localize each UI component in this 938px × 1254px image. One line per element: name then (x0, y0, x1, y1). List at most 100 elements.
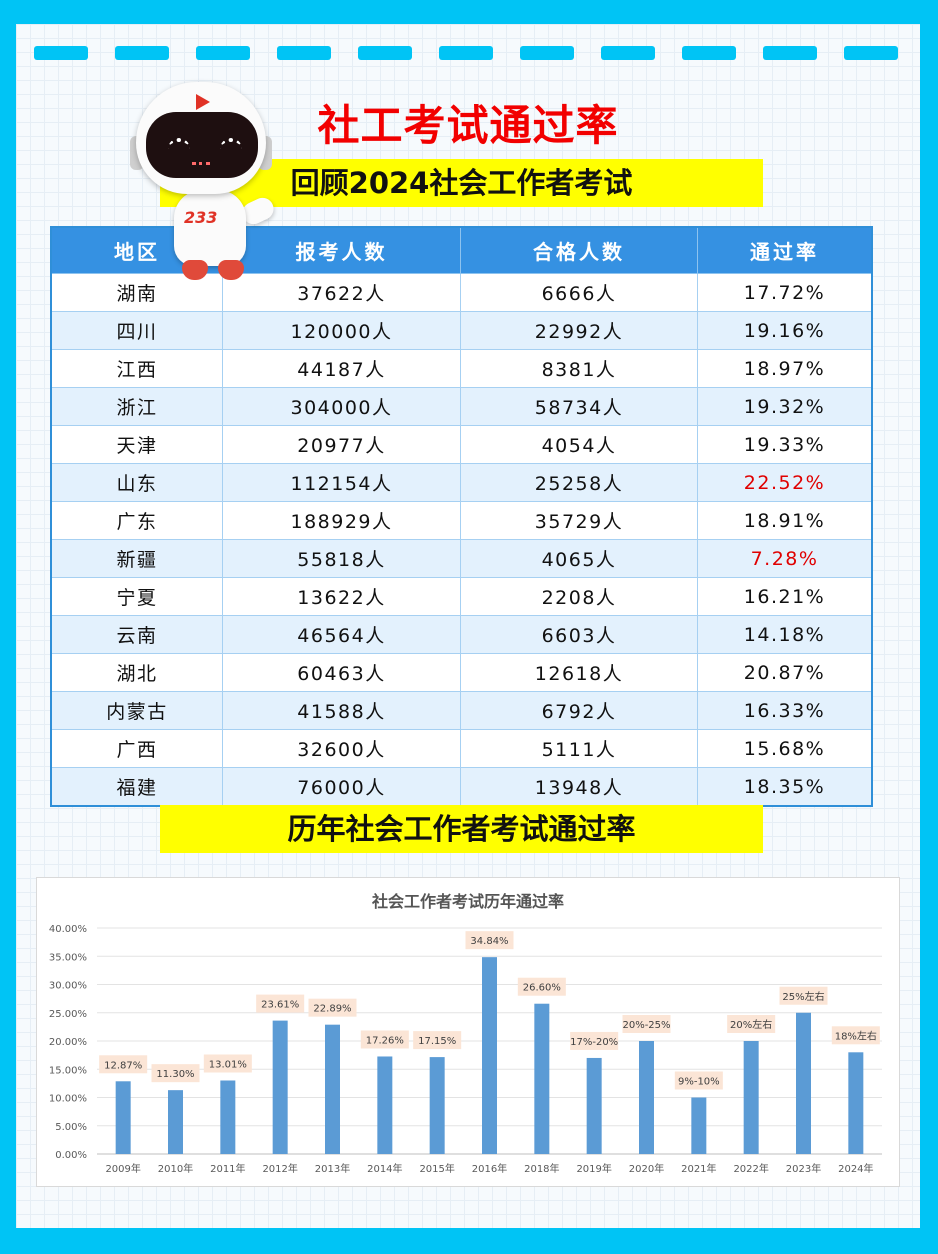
table-row: 内蒙古 41588人 6792人 16.33% (50, 691, 873, 730)
cell-applicants: 60463人 (222, 653, 461, 692)
cell-passed: 35729人 (460, 501, 698, 540)
x-tick-label: 2016年 (472, 1162, 507, 1175)
cell-region: 浙江 (50, 387, 223, 426)
dash-decoration (34, 46, 904, 60)
table-row: 天津 20977人 4054人 19.33% (50, 425, 873, 464)
history-chart: 社会工作者考试历年通过率 0.00% 5.00% 10.00% 15.00% 20.00… (36, 877, 900, 1187)
table-row: 新疆 55818人 4065人 7.28% (50, 539, 873, 578)
x-tick-label: 2014年 (367, 1162, 402, 1175)
data-label: 9%-10% (678, 1077, 720, 1088)
cell-rate: 19.16% (697, 311, 873, 350)
cell-applicants: 46564人 (222, 615, 461, 654)
y-tick-label: 5.00% (55, 1122, 87, 1133)
bar (115, 1081, 131, 1154)
data-label-bg (674, 1071, 723, 1090)
cell-region: 四川 (50, 311, 223, 350)
cell-applicants: 37622人 (222, 273, 461, 312)
data-label-bg (308, 998, 357, 1017)
cell-region: 新疆 (50, 539, 223, 578)
cell-passed: 22992人 (460, 311, 698, 350)
data-label-bg (151, 1064, 200, 1083)
cell-applicants: 20977人 (222, 425, 461, 464)
data-label-bg (727, 1015, 776, 1033)
x-tick-label: 2024年 (838, 1162, 873, 1175)
mascot-leg-right (218, 260, 244, 280)
cell-passed: 58734人 (460, 387, 698, 426)
x-tick-label: 2012年 (262, 1162, 297, 1175)
bar (534, 1003, 550, 1154)
cell-rate: 18.35% (697, 767, 873, 807)
x-tick-label: 2015年 (419, 1162, 454, 1175)
mascot-body (174, 190, 246, 266)
data-label-bg (779, 986, 828, 1005)
x-tick-label: 2018年 (524, 1162, 559, 1175)
cell-applicants: 41588人 (222, 691, 461, 730)
cell-applicants: 55818人 (222, 539, 461, 578)
mascot-number: 233 (184, 208, 218, 227)
dash-segment (196, 46, 250, 60)
x-tick-label: 2019年 (576, 1162, 611, 1175)
table-row: 广西 32600人 5111人 15.68% (50, 729, 873, 768)
cell-applicants: 304000人 (222, 387, 461, 426)
cell-rate: 14.18% (697, 615, 873, 654)
cell-passed: 13948人 (460, 767, 698, 807)
cell-rate: 15.68% (697, 729, 873, 768)
data-label: 20%-25% (622, 1020, 670, 1031)
data-label: 17%-20% (570, 1037, 618, 1048)
bar (325, 1024, 340, 1154)
table-row: 四川 120000人 22992人 19.16% (50, 311, 873, 350)
data-label-bg (517, 977, 566, 996)
x-tick-label: 2013年 (315, 1162, 350, 1175)
cell-rate: 18.97% (697, 349, 873, 388)
bar (639, 1041, 654, 1154)
dash-segment (520, 46, 574, 60)
cell-passed: 25258人 (460, 463, 698, 502)
bar (586, 1057, 602, 1154)
header-passed: 合格人数 (460, 226, 698, 274)
x-tick-label: 2011年 (210, 1162, 245, 1175)
y-tick-label: 15.00% (49, 1065, 87, 1076)
dash-segment (601, 46, 655, 60)
cell-region: 宁夏 (50, 577, 223, 616)
data-label: 26.60% (523, 983, 561, 994)
bar (482, 957, 497, 1154)
section-title-history: 历年社会工作者考试通过率 (160, 805, 763, 853)
data-label-bg (570, 1031, 619, 1050)
cell-rate: 16.21% (697, 577, 873, 616)
pass-rate-table: 地区 报考人数 合格人数 通过率 湖南 37622人 6666人 17.72% 四川 12… (50, 226, 873, 807)
bar (429, 1057, 445, 1154)
table-row: 广东 188929人 35729人 18.91% (50, 501, 873, 540)
bar (168, 1090, 183, 1154)
table-row: 宁夏 13622人 2208人 16.21% (50, 577, 873, 616)
header-rate: 通过率 (697, 226, 873, 274)
data-label-bg (360, 1030, 409, 1049)
y-tick-label: 25.00% (49, 1009, 87, 1020)
data-label-bg (622, 1015, 671, 1033)
table-row: 福建 76000人 13948人 18.35% (50, 767, 873, 807)
table-row: 浙江 304000人 58734人 19.32% (50, 387, 873, 426)
cell-region: 山东 (50, 463, 223, 502)
cell-rate: 18.91% (697, 501, 873, 540)
data-label-bg (465, 931, 514, 950)
cell-rate: 19.32% (697, 387, 873, 426)
data-label: 11.30% (156, 1069, 194, 1080)
bar (220, 1080, 236, 1154)
data-label-bg (99, 1055, 148, 1074)
chart-svg: 0.00% 5.00% 10.00% 15.00% 20.00% 25.00% 30.00%… (49, 924, 882, 1175)
cell-rate: 7.28% (697, 539, 873, 578)
chart-title: 社会工作者考试历年通过率 (371, 892, 564, 911)
y-tick-label: 0.00% (55, 1150, 87, 1161)
cell-region: 福建 (50, 767, 223, 807)
cell-passed: 4065人 (460, 539, 698, 578)
table-row: 山东 112154人 25258人 22.52% (50, 463, 873, 502)
dash-segment (682, 46, 736, 60)
x-tick-label: 2020年 (629, 1162, 664, 1175)
bar (743, 1041, 759, 1154)
mascot-eye-right (220, 138, 242, 151)
content-frame: 社工考试通过率 回顾2024社会工作者考试 地区 报考人数 合格人数 通过率 湖… (16, 24, 920, 1228)
cell-region: 云南 (50, 615, 223, 654)
y-tick-label: 10.00% (49, 1094, 87, 1105)
data-label-bg (256, 994, 305, 1013)
mascot-leg-left (182, 260, 208, 280)
cell-applicants: 44187人 (222, 349, 461, 388)
